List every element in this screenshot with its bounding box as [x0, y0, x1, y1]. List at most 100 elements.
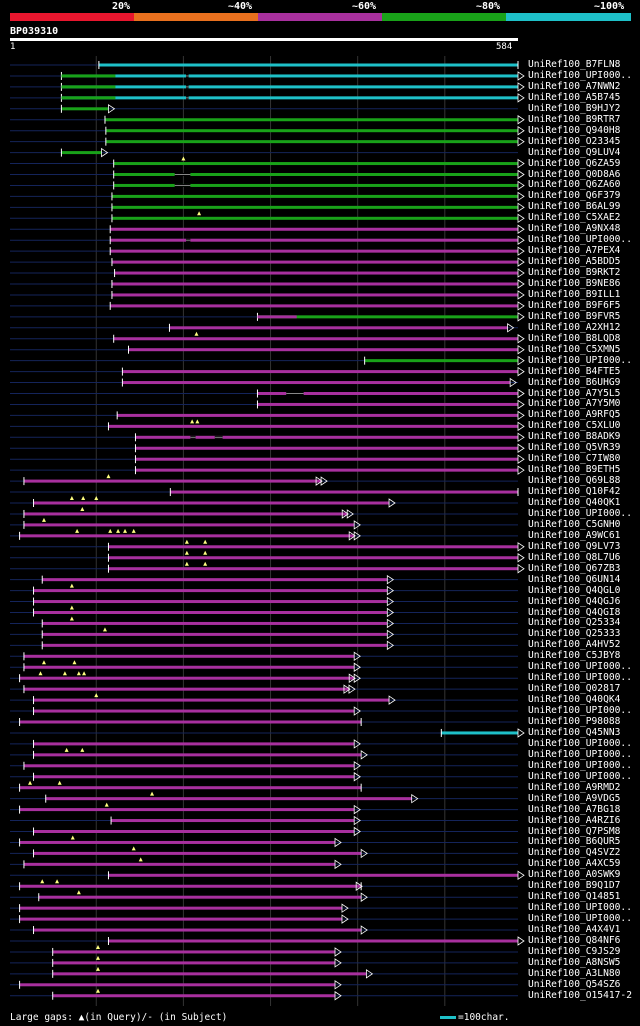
hit-label[interactable]: UniRef100_Q4QGI8 — [528, 606, 621, 618]
hit-label[interactable]: UniRef100_B9ILL1 — [528, 288, 621, 300]
hit-label[interactable]: UniRef100_Q6F379 — [528, 190, 621, 202]
hit-label[interactable]: UniRef100_P98088 — [528, 716, 621, 727]
hit-label[interactable]: UniRef100_A8NSW5 — [528, 956, 621, 968]
hit-label[interactable]: UniRef100_Q25334 — [528, 617, 621, 629]
hit-label[interactable]: UniRef100_C5XMN5 — [528, 343, 621, 355]
hit-label[interactable]: UniRef100_Q9LV73 — [528, 540, 621, 552]
hit-label[interactable]: UniRef100_O15417-2 — [528, 989, 632, 1001]
hit-label[interactable]: UniRef100_Q67ZB3 — [528, 562, 621, 574]
hit-label[interactable]: UniRef100_C5GNH0 — [528, 518, 621, 530]
hit-bar — [45, 797, 412, 801]
hit-label[interactable]: UniRef100_UPI000.. — [528, 234, 632, 246]
hit-label[interactable]: UniRef100_UPI000.. — [528, 770, 632, 782]
hit-label[interactable]: UniRef100_UPI000.. — [528, 737, 632, 749]
hit-label[interactable]: UniRef100_Q69L88 — [528, 475, 621, 487]
hit-label[interactable]: UniRef100_B9ETH5 — [528, 464, 621, 476]
hit-label[interactable]: UniRef100_UPI000.. — [528, 672, 632, 684]
hit-label[interactable]: UniRef100_Q6ZA60 — [528, 179, 621, 191]
hit-label[interactable]: UniRef100_A9NX48 — [528, 223, 621, 235]
hit-label[interactable]: UniRef100_A5B745 — [528, 91, 621, 103]
hit-label[interactable]: UniRef100_C5JBY8 — [528, 650, 621, 662]
hit-label[interactable]: UniRef100_UPI000.. — [528, 748, 632, 760]
hit-label[interactable]: UniRef100_Q54SZ6 — [528, 978, 621, 990]
hit-label[interactable]: UniRef100_Q10F42 — [528, 486, 621, 498]
hit-label[interactable]: UniRef100_B9FVR5 — [528, 310, 621, 322]
query-gap-marker — [116, 528, 121, 533]
hit-label[interactable]: UniRef100_B9NE86 — [528, 278, 621, 289]
hit-label[interactable]: UniRef100_B6AL99 — [528, 201, 621, 213]
hit-label[interactable]: UniRef100_B9RKT2 — [528, 267, 621, 279]
hit-label[interactable]: UniRef100_Q6ZA59 — [528, 157, 621, 169]
hit-label[interactable]: UniRef100_Q84NF6 — [528, 935, 621, 946]
hit-end-arrow — [509, 377, 517, 388]
hit-label[interactable]: UniRef100_B4FTE5 — [528, 365, 621, 377]
hit-label[interactable]: UniRef100_A7BG18 — [528, 803, 621, 815]
hit-label[interactable]: UniRef100_B8ADK9 — [528, 431, 621, 443]
query-gap-marker — [69, 616, 74, 621]
hit-label[interactable]: UniRef100_A4XC59 — [528, 858, 621, 870]
hit-label[interactable]: UniRef100_A9RMD2 — [528, 781, 621, 793]
hit-label[interactable]: UniRef100_Q7PSM8 — [528, 825, 621, 837]
hit-label[interactable]: UniRef100_B6QUR5 — [528, 836, 621, 848]
legend-label-80: ~80% — [476, 1, 501, 12]
hit-label[interactable]: UniRef100_A7NWN2 — [528, 80, 621, 92]
hit-label[interactable]: UniRef100_Q45NN3 — [528, 726, 621, 738]
hit-label[interactable]: UniRef100_UPI000.. — [528, 69, 632, 81]
hit-label[interactable]: UniRef100_A9RFQ5 — [528, 409, 621, 421]
hit-label[interactable]: UniRef100_Q940H8 — [528, 124, 621, 136]
hit-label[interactable]: UniRef100_A4X4V1 — [528, 924, 621, 936]
hit-label[interactable]: UniRef100_Q6UN14 — [528, 573, 621, 585]
hit-label[interactable]: UniRef100_B9Q1D7 — [528, 880, 621, 892]
hit-label[interactable]: UniRef100_C7IW80 — [528, 453, 621, 465]
hit-end-arrow — [360, 848, 368, 859]
hit-label[interactable]: UniRef100_B9HJY2 — [528, 102, 621, 114]
hit-label[interactable]: UniRef100_Q02817 — [528, 683, 621, 695]
hit-label[interactable]: UniRef100_UPI000.. — [528, 507, 632, 519]
hit-label[interactable]: UniRef100_B8LQD8 — [528, 332, 621, 344]
hit-label[interactable]: UniRef100_UPI000.. — [528, 661, 632, 673]
hit-label[interactable]: UniRef100_Q4SVZ2 — [528, 847, 621, 859]
hit-label[interactable]: UniRef100_A7Y5L5 — [528, 387, 621, 399]
hit-end-arrow — [517, 93, 525, 103]
hit-label[interactable]: UniRef100_C5XAE2 — [528, 212, 621, 224]
hit-label[interactable]: UniRef100_Q40QK1 — [528, 497, 621, 508]
hit-label[interactable]: UniRef100_Q8L7U6 — [528, 551, 621, 563]
hit-label[interactable]: UniRef100_A4RZI6 — [528, 814, 621, 826]
hit-label[interactable]: UniRef100_C5XLU0 — [528, 420, 621, 432]
hit-label[interactable]: UniRef100_Q40QK4 — [528, 694, 621, 706]
hit-label[interactable]: UniRef100_Q9LUV4 — [528, 146, 621, 158]
hit-label[interactable]: UniRef100_A2XH12 — [528, 321, 621, 333]
hit-label[interactable]: UniRef100_Q0D8A6 — [528, 168, 621, 180]
hit-label[interactable]: UniRef100_B9F6F5 — [528, 299, 621, 311]
hit-label[interactable]: UniRef100_UPI000.. — [528, 913, 632, 925]
hit-label[interactable]: UniRef100_Q25333 — [528, 628, 621, 640]
hit-label[interactable]: UniRef100_B6UHG9 — [528, 376, 621, 388]
hit-label[interactable]: UniRef100_A3LN80 — [528, 967, 621, 979]
hit-label[interactable]: UniRef100_O23345 — [528, 135, 621, 147]
query-gap-marker — [80, 747, 85, 752]
gaps-legend: Large gaps: ▲(in Query)/- (in Subject) — [10, 1012, 228, 1023]
hit-label[interactable]: UniRef100_Q4QGJ6 — [528, 595, 621, 607]
hit-label[interactable]: UniRef100_Q5VR39 — [528, 442, 621, 454]
hit-label[interactable]: UniRef100_B7FLN8 — [528, 59, 621, 70]
hit-label[interactable]: UniRef100_Q14851 — [528, 891, 621, 903]
hit-label[interactable]: UniRef100_C9JS29 — [528, 945, 621, 957]
hit-label[interactable]: UniRef100_A9VDG5 — [528, 792, 621, 804]
hit-label[interactable]: UniRef100_UPI000.. — [528, 902, 632, 914]
hit-label[interactable]: UniRef100_A5BDD5 — [528, 256, 621, 268]
hit-label[interactable]: UniRef100_UPI000.. — [528, 705, 632, 717]
query-gap-marker — [150, 791, 155, 796]
hit-label[interactable]: UniRef100_UPI000.. — [528, 759, 632, 771]
hit-label[interactable]: UniRef100_B9RTR7 — [528, 113, 621, 125]
hit-label[interactable]: UniRef100_Q4QGL0 — [528, 584, 621, 596]
hit-end-arrow — [517, 235, 525, 245]
hit-end-arrow — [517, 125, 525, 136]
hit-end-arrow-secondary — [315, 476, 323, 486]
hit-label[interactable]: UniRef100_A0SWK9 — [528, 869, 621, 881]
hit-label[interactable]: UniRef100_UPI000.. — [528, 354, 632, 366]
hit-label[interactable]: UniRef100_A4HV52 — [528, 639, 621, 651]
hit-label[interactable]: UniRef100_A7Y5M0 — [528, 398, 621, 410]
hit-label[interactable]: UniRef100_A9WC61 — [528, 529, 621, 541]
hit-label[interactable]: UniRef100_A7PEX4 — [528, 245, 621, 257]
hit-end-arrow — [517, 936, 525, 946]
